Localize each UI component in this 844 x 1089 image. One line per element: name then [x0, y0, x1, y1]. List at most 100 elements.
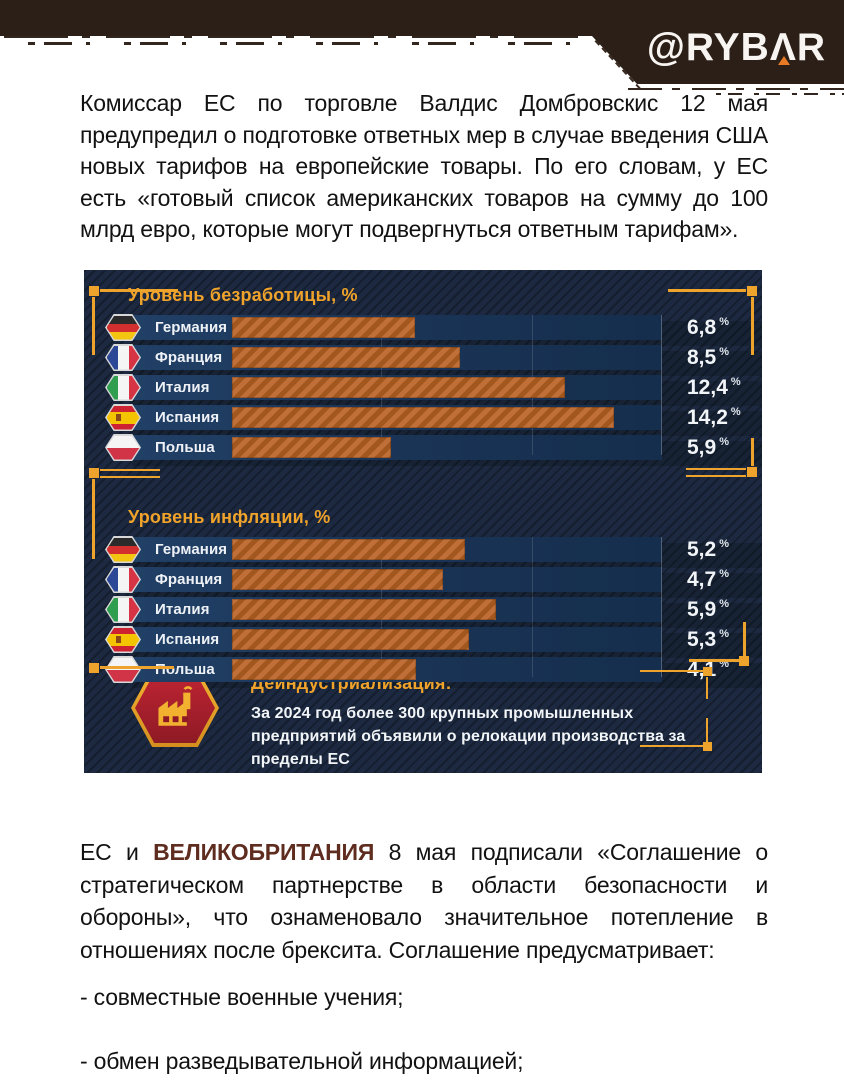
bar [232, 317, 415, 338]
bar [232, 377, 566, 398]
frame-line [100, 476, 160, 478]
percent-sign: % [719, 435, 729, 448]
percent-sign: % [719, 627, 729, 640]
es-flag-icon [105, 626, 141, 653]
bullet-item: - совместные военные учения; [80, 984, 404, 1010]
bar-chart-section-unemployment: Уровень безработицы, % Германия 6,8% Франц… [84, 270, 762, 466]
header-banner: @RYBΛ R [0, 0, 844, 95]
country-label: Польша [155, 661, 215, 678]
frame-line [100, 469, 160, 471]
frame-line [92, 297, 95, 355]
chart-title: Уровень инфляции, % [128, 507, 331, 527]
chart-row: Франция 8,5% [84, 344, 762, 376]
frame-line [689, 659, 739, 662]
chart-title: Уровень безработицы, % [128, 285, 358, 305]
it-flag-icon [105, 596, 141, 623]
frame-line [743, 622, 746, 656]
logo-text: @RYB [646, 26, 770, 69]
callout-bracket-line [706, 718, 708, 742]
chart-row: Испания 5,3% [84, 626, 762, 658]
value-label: 5,3% [687, 627, 729, 651]
bullet-item: - обмен разведывательной информацией; [80, 1048, 524, 1074]
frame-line [100, 289, 178, 292]
country-label: Германия [155, 541, 228, 558]
percent-sign: % [719, 567, 729, 580]
chart-row: Польша 5,9% [84, 434, 762, 466]
chart-row: Германия 6,8% [84, 314, 762, 346]
logo-triangle-icon [778, 56, 791, 65]
paragraph-text: ЕС и [80, 839, 154, 865]
de-flag-icon [105, 314, 141, 341]
es-flag-icon [105, 404, 141, 431]
country-label: Испания [155, 409, 220, 426]
bar [232, 437, 391, 458]
factory-icon [131, 669, 219, 747]
bar [232, 629, 470, 650]
frame-line [92, 479, 95, 559]
frame-line [751, 297, 754, 355]
frame-corner-square [89, 663, 99, 673]
frame-corner-square [739, 656, 749, 666]
value-label: 6,8% [687, 315, 729, 339]
country-label: Италия [155, 379, 210, 396]
callout-bracket-line [640, 745, 704, 747]
bar-chart-section-inflation: Уровень инфляции, % Германия 5,2% Франция 4… [84, 492, 762, 688]
country-label: Франция [155, 571, 223, 588]
country-label: Германия [155, 319, 228, 336]
it-flag-icon [105, 374, 141, 401]
country-label: Франция [155, 349, 223, 366]
uk-highlight: ВЕЛИКОБРИТАНИЯ [153, 839, 375, 865]
chart-rows: Германия 5,2% Франция 4,7% Италия 5,9% Испания… [84, 536, 762, 688]
percent-sign: % [730, 375, 741, 388]
bar-track [232, 375, 662, 400]
callout-body: За 2024 год более 300 крупных промышленн… [251, 705, 686, 768]
chart-row: Германия 5,2% [84, 536, 762, 568]
frame-line [751, 438, 754, 466]
logo-letter-a: Λ [769, 26, 797, 69]
frame-line [686, 475, 746, 477]
bar-track [232, 537, 662, 562]
callout-bracket-line [640, 670, 704, 672]
fr-flag-icon [105, 566, 141, 593]
chart-rows: Германия 6,8% Франция 8,5% Италия 12,4% Испани… [84, 314, 762, 466]
percent-sign: % [719, 345, 729, 358]
frame-corner-square [747, 286, 757, 296]
value-label: 5,9% [687, 597, 729, 621]
rybar-logo: @RYBΛ R [647, 28, 826, 67]
percent-sign: % [719, 537, 729, 550]
paragraph-text: 8 мая подписали «Соглашение о стратегиче… [80, 839, 768, 963]
value-label: 5,2% [687, 537, 729, 561]
callout-bracket-line [706, 677, 708, 699]
pl-flag-icon [105, 656, 141, 683]
bar-track [232, 435, 662, 460]
chart-row: Италия 12,4% [84, 374, 762, 406]
frame-corner-square [747, 467, 757, 477]
frame-corner-square [89, 468, 99, 478]
callout-bracket-square [703, 742, 712, 751]
bar-track [232, 627, 662, 652]
bar [232, 659, 416, 680]
chart-row: Италия 5,9% [84, 596, 762, 628]
bar [232, 569, 443, 590]
logo-text: R [796, 26, 826, 69]
value-label: 8,5% [687, 345, 729, 369]
deindustrialization-callout: Деиндустриализация: За 2024 год более 30… [84, 665, 762, 768]
country-label: Польша [155, 439, 215, 456]
percent-sign: % [730, 405, 741, 418]
intro-paragraph: Комиссар ЕС по торговле Валдис Домбровск… [80, 90, 768, 242]
country-label: Испания [155, 631, 220, 648]
bar [232, 407, 614, 428]
callout-bracket-square [703, 667, 712, 676]
chart-row: Испания 14,2% [84, 404, 762, 436]
bar-track [232, 657, 662, 682]
bar [232, 347, 461, 368]
bar-track [232, 597, 662, 622]
percent-sign: % [719, 315, 729, 328]
infographic-panel: Уровень безработицы, % Германия 6,8% Франц… [84, 270, 762, 773]
chart-row: Франция 4,7% [84, 566, 762, 598]
frame-line [686, 468, 746, 470]
percent-sign: % [719, 657, 729, 670]
chart-row: Польша 4,1% [84, 656, 762, 688]
bar-track [232, 315, 662, 340]
value-label: 12,4% [687, 375, 741, 399]
